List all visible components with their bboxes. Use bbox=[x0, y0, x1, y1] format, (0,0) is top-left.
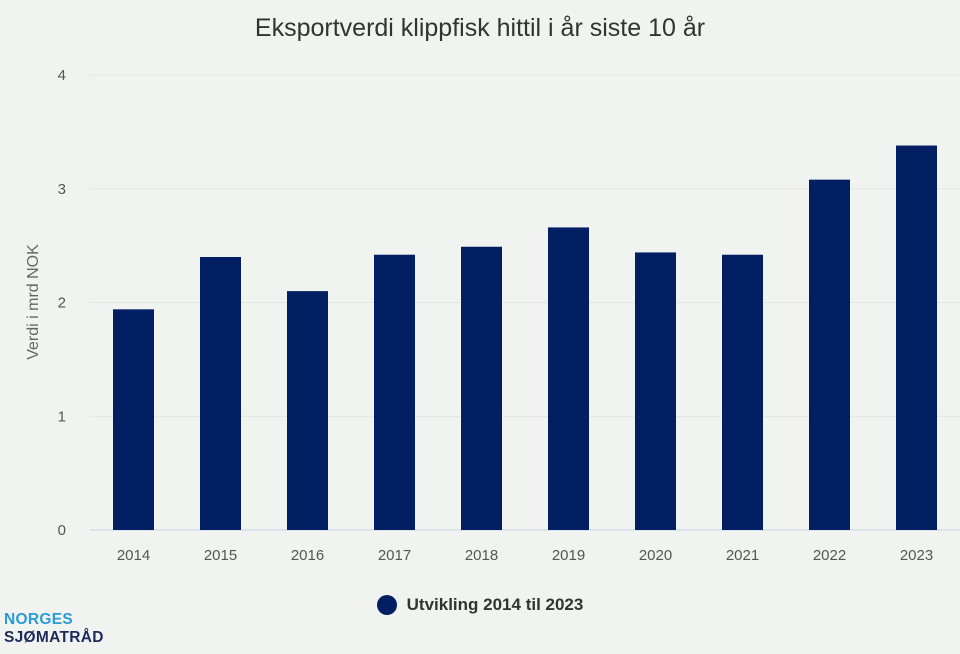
x-tick-label: 2015 bbox=[204, 547, 237, 564]
x-tick-label: 2021 bbox=[726, 547, 759, 564]
y-axis-label: Verdi i mrd NOK bbox=[25, 244, 42, 360]
y-tick-label: 2 bbox=[58, 295, 66, 312]
x-tick-label: 2022 bbox=[813, 547, 846, 564]
x-tick-label: 2014 bbox=[117, 547, 150, 564]
legend[interactable]: Utvikling 2014 til 2023 bbox=[0, 595, 960, 615]
x-tick-label: 2020 bbox=[639, 547, 672, 564]
bar-2016 bbox=[287, 291, 328, 530]
norges-sjomatrad-logo: NORGES SJØMATRÅD bbox=[4, 611, 104, 647]
logo-line2: SJØMATRÅD bbox=[4, 629, 104, 646]
y-tick-label: 1 bbox=[58, 408, 66, 425]
chart-title: Eksportverdi klippfisk hittil i år siste… bbox=[254, 14, 706, 42]
bar-2018 bbox=[461, 246, 502, 530]
y-tick-label: 4 bbox=[58, 67, 66, 84]
logo-line1: NORGES bbox=[4, 611, 73, 628]
bar-2022 bbox=[809, 179, 850, 530]
bar-chart: 0 1 2 3 4 Verdi i mrd NOK 2014 2015 2016 2017 2018… bbox=[25, 67, 960, 564]
bar-2020 bbox=[635, 252, 676, 530]
legend-label: Utvikling 2014 til 2023 bbox=[406, 595, 584, 614]
x-tick-label: 2016 bbox=[291, 547, 324, 564]
bar-2015 bbox=[200, 257, 241, 530]
x-tick-label: 2019 bbox=[552, 547, 585, 564]
bar-2014 bbox=[113, 309, 154, 530]
bar-2017 bbox=[374, 254, 415, 530]
bar-2021 bbox=[722, 254, 763, 530]
x-tick-label: 2023 bbox=[900, 547, 933, 564]
y-tick-label: 3 bbox=[58, 181, 66, 198]
y-tick-label: 0 bbox=[58, 522, 66, 539]
bar-2019 bbox=[548, 227, 589, 531]
x-tick-label: 2018 bbox=[465, 547, 498, 564]
bar-2023 bbox=[896, 145, 937, 530]
legend-marker bbox=[376, 595, 397, 615]
x-tick-label: 2017 bbox=[378, 547, 411, 564]
